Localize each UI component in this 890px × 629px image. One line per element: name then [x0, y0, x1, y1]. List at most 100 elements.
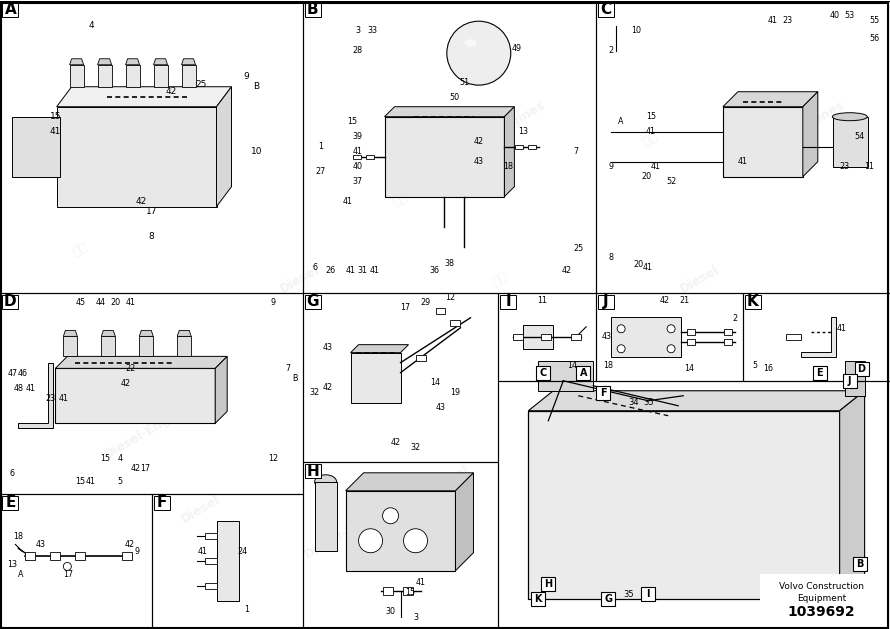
Text: 32: 32 [410, 443, 421, 452]
Bar [3, 496, 19, 510]
Text: 18: 18 [13, 532, 23, 541]
Bar [498, 292, 596, 381]
Bar [352, 155, 360, 159]
Text: 紫发: 紫发 [740, 470, 759, 489]
Text: 22: 22 [125, 364, 135, 373]
Text: 38: 38 [444, 259, 455, 268]
Bar [351, 353, 400, 403]
Text: 19: 19 [450, 388, 460, 397]
Bar [723, 107, 803, 177]
Text: 15: 15 [101, 454, 110, 464]
Text: 34: 34 [628, 398, 638, 407]
Bar [69, 65, 84, 87]
Text: 7: 7 [574, 147, 579, 156]
Polygon shape [384, 107, 514, 117]
Text: 紫发: 紫发 [190, 190, 210, 209]
Text: 41: 41 [26, 384, 36, 393]
Bar [12, 117, 60, 177]
Bar [745, 295, 761, 309]
Text: 41: 41 [768, 16, 778, 25]
Text: 21: 21 [679, 296, 690, 305]
Text: 20: 20 [641, 172, 651, 181]
Bar [154, 496, 170, 510]
Circle shape [617, 325, 625, 333]
Text: 41: 41 [369, 266, 380, 276]
Text: 41: 41 [352, 147, 363, 156]
Bar [598, 295, 614, 309]
Bar [303, 462, 498, 629]
Polygon shape [723, 92, 818, 107]
Text: 15: 15 [76, 477, 85, 486]
Text: 17: 17 [63, 570, 73, 579]
Text: G: G [306, 294, 319, 309]
Bar [529, 145, 537, 148]
Bar [813, 366, 827, 380]
Text: C: C [601, 2, 611, 17]
Text: 紫发: 紫发 [70, 470, 90, 489]
Bar [154, 65, 167, 87]
Text: 53: 53 [845, 11, 854, 20]
Text: 23: 23 [839, 162, 850, 171]
Bar [531, 592, 546, 606]
Text: 紫发: 紫发 [391, 190, 409, 209]
Polygon shape [215, 357, 227, 423]
Text: 40: 40 [352, 162, 363, 171]
Text: 4: 4 [89, 21, 94, 30]
Text: 6: 6 [312, 264, 317, 272]
Bar [596, 386, 611, 400]
Bar [151, 494, 303, 629]
Text: 25: 25 [573, 245, 583, 253]
Text: 50: 50 [449, 93, 459, 102]
Text: 27: 27 [316, 167, 326, 176]
Bar [383, 587, 392, 594]
Text: 41: 41 [651, 162, 661, 171]
Bar [304, 295, 320, 309]
Polygon shape [529, 391, 864, 411]
Text: B: B [307, 2, 319, 17]
Bar [26, 552, 36, 560]
Bar [55, 369, 215, 423]
Text: 40: 40 [829, 11, 839, 20]
Bar [743, 292, 890, 381]
Text: I: I [506, 294, 511, 309]
Text: 41: 41 [50, 127, 61, 136]
Text: K: K [535, 594, 542, 604]
Text: 46: 46 [18, 369, 28, 378]
Text: 42: 42 [473, 137, 484, 146]
Bar [514, 334, 523, 340]
Text: 5: 5 [752, 361, 757, 370]
Bar [724, 339, 732, 345]
Text: 30: 30 [385, 606, 395, 616]
Bar [402, 587, 413, 594]
Bar [435, 308, 446, 314]
Text: 48: 48 [13, 384, 23, 393]
Polygon shape [839, 391, 864, 599]
Bar [760, 574, 885, 624]
Text: 43: 43 [435, 403, 446, 412]
Text: 17: 17 [400, 303, 410, 312]
Bar [537, 366, 550, 380]
Text: 43: 43 [36, 540, 45, 549]
Text: H: H [545, 579, 553, 589]
Bar [0, 494, 151, 629]
Text: Diesel: Diesel [149, 123, 192, 156]
Text: 15: 15 [50, 112, 61, 121]
Bar [541, 334, 551, 340]
Text: F: F [157, 496, 166, 510]
Polygon shape [98, 58, 111, 65]
Text: 41: 41 [59, 394, 69, 403]
Polygon shape [803, 92, 818, 177]
Text: 42: 42 [120, 379, 130, 388]
Bar [687, 329, 695, 335]
Bar [139, 337, 153, 357]
Bar [611, 317, 681, 357]
Bar [843, 374, 857, 387]
Text: K: K [747, 294, 759, 309]
Circle shape [63, 562, 71, 571]
Bar [416, 355, 425, 360]
Text: 42: 42 [659, 296, 669, 305]
Bar [303, 292, 498, 462]
Text: 2: 2 [609, 46, 614, 55]
Text: H: H [306, 464, 320, 479]
Text: Diesel-Engines: Diesel-Engines [452, 98, 548, 161]
